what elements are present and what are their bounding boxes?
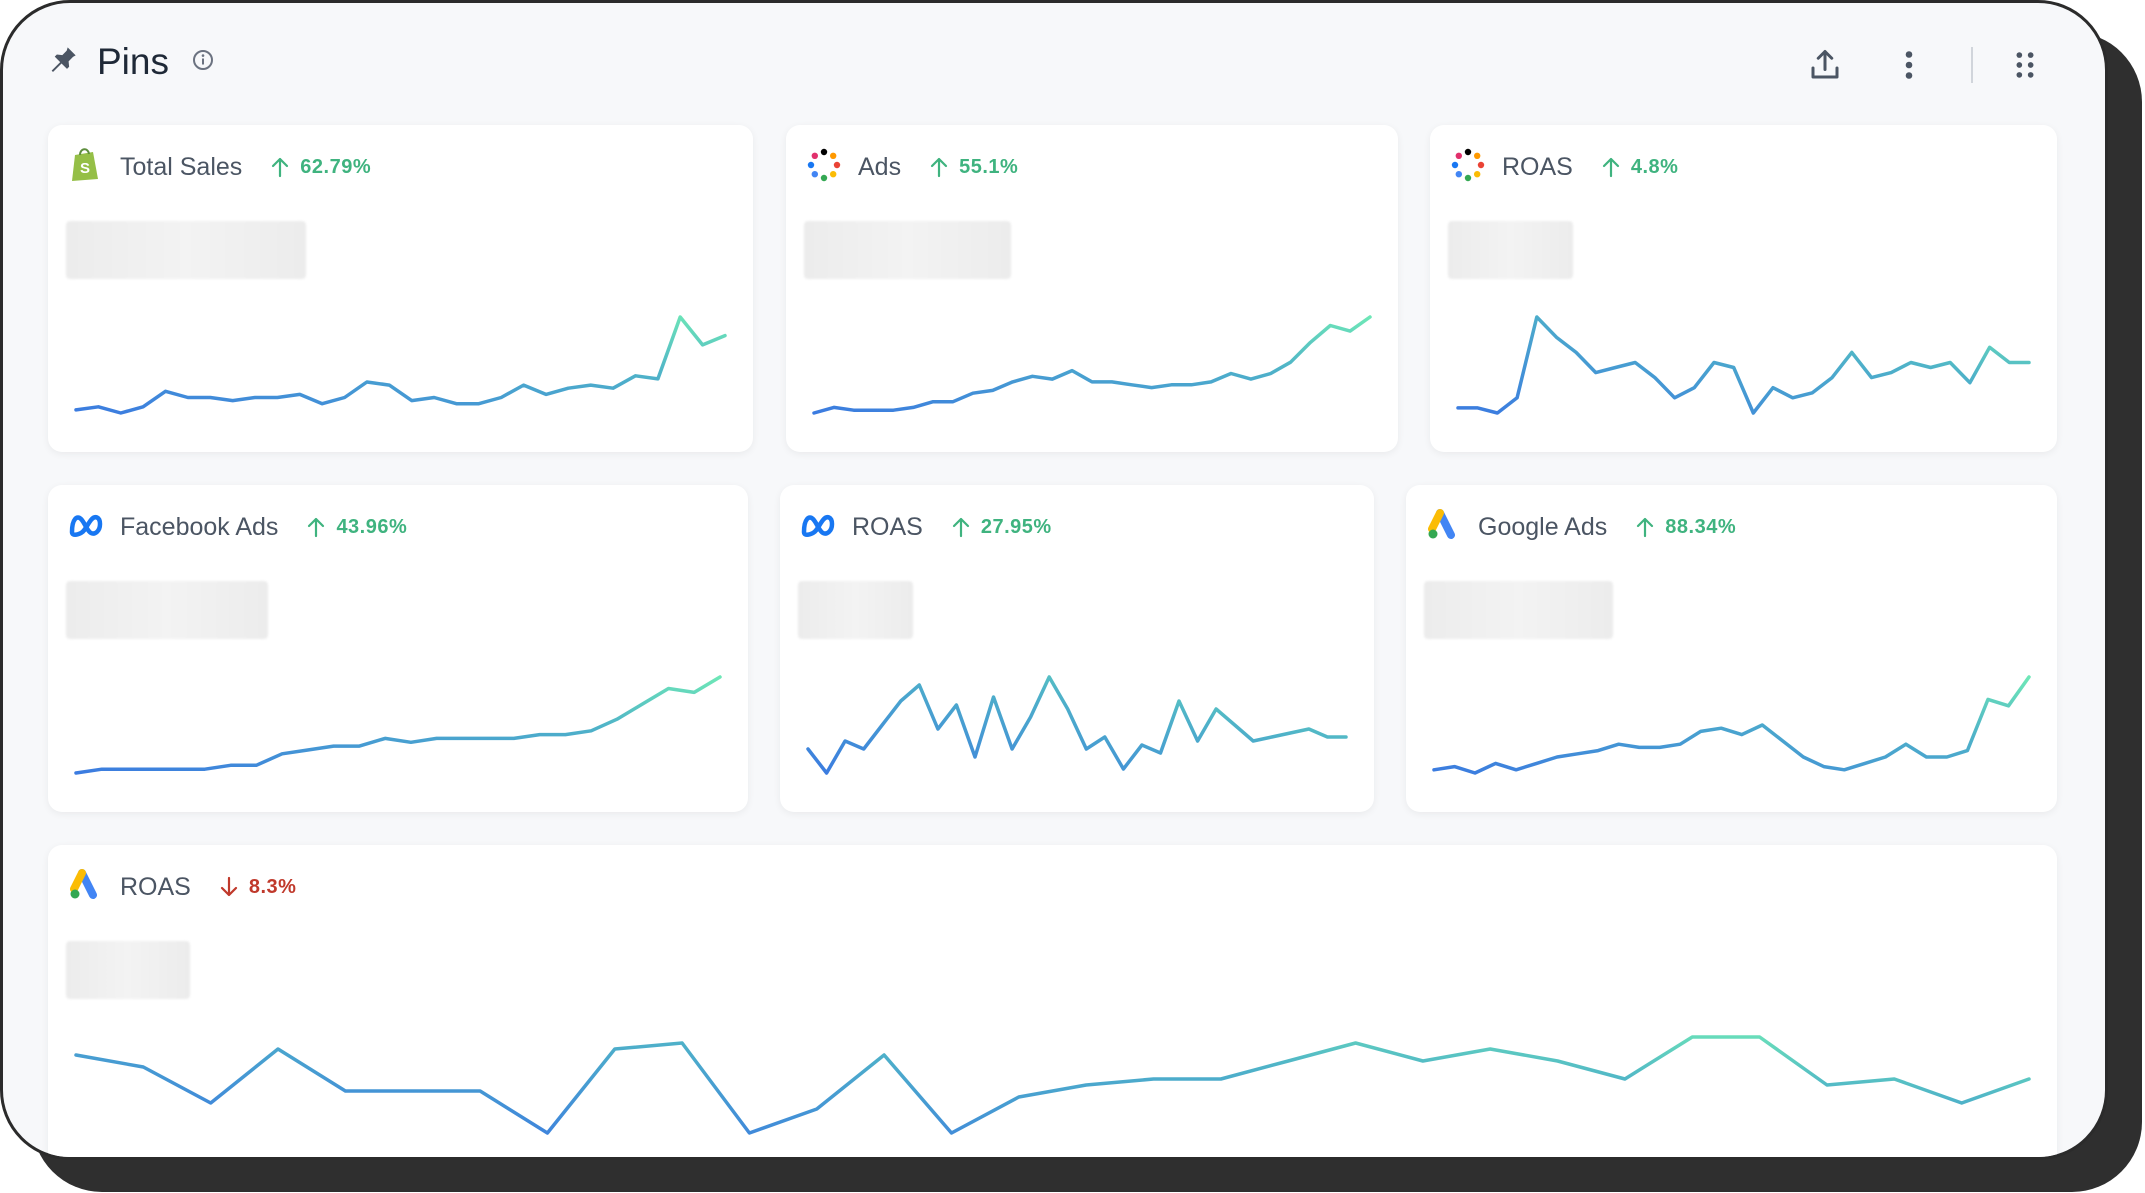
- sparkline-chart: [812, 315, 1372, 415]
- change-badge: 62.79%: [270, 156, 371, 179]
- metric-card[interactable]: S Total Sales 62.79%: [48, 125, 753, 452]
- series-line: [74, 315, 727, 415]
- more-vertical-icon: [1905, 51, 1913, 79]
- dots-icon: [804, 145, 844, 190]
- card-title: Facebook Ads: [120, 512, 279, 541]
- export-button[interactable]: [1803, 43, 1847, 87]
- sparkline-chart: [74, 1035, 2031, 1135]
- google-ads-icon: [1424, 505, 1464, 550]
- arrow-up-icon: [308, 517, 325, 538]
- card-header: Google Ads 88.34%: [1424, 505, 1736, 549]
- series-line: [1432, 675, 2031, 775]
- card-header: ROAS 8.3%: [66, 865, 296, 909]
- change-badge: 88.34%: [1635, 516, 1736, 539]
- arrow-down-icon: [220, 876, 237, 897]
- card-header: Ads 55.1%: [804, 145, 1018, 189]
- change-badge: 43.96%: [306, 516, 407, 539]
- value-placeholder: [1424, 581, 1613, 639]
- pin-icon: [47, 44, 79, 81]
- card-title: Google Ads: [1478, 512, 1608, 541]
- sparkline-chart: [806, 675, 1348, 775]
- dots-icon: [1448, 145, 1488, 190]
- card-header: Facebook Ads 43.96%: [66, 505, 407, 549]
- header-actions: [1803, 43, 2047, 87]
- arrow-up-icon: [272, 157, 289, 178]
- arrow-up-icon: [1637, 517, 1654, 538]
- meta-icon: [66, 505, 106, 550]
- sparkline-chart: [74, 675, 722, 775]
- series-line: [1456, 315, 2031, 415]
- change-value: 62.79%: [300, 155, 372, 178]
- card-title: ROAS: [120, 872, 191, 901]
- google-ads-icon: [66, 865, 106, 910]
- value-placeholder: [66, 581, 268, 639]
- shopify-icon: S: [66, 145, 106, 190]
- value-placeholder: [798, 581, 913, 639]
- metric-card[interactable]: Google Ads 88.34%: [1406, 485, 2057, 812]
- title-group: Pins: [47, 41, 215, 83]
- change-badge: 8.3%: [219, 876, 297, 899]
- value-placeholder: [66, 941, 190, 999]
- change-value: 55.1%: [959, 155, 1019, 178]
- metric-card[interactable]: Ads 55.1%: [786, 125, 1398, 452]
- change-value: 4.8%: [1630, 155, 1679, 178]
- info-icon[interactable]: [191, 48, 215, 77]
- sparkline-chart: [1432, 675, 2031, 775]
- change-badge: 4.8%: [1601, 156, 1679, 179]
- card-title: Ads: [858, 152, 902, 181]
- series-line: [74, 675, 722, 775]
- sparkline-chart: [1456, 315, 2031, 415]
- card-header: ROAS 4.8%: [1448, 145, 1678, 189]
- value-placeholder: [804, 221, 1011, 279]
- series-line: [74, 1035, 2031, 1135]
- metric-card[interactable]: ROAS 27.95%: [780, 485, 1374, 812]
- change-value: 8.3%: [248, 875, 297, 898]
- change-value: 88.34%: [1665, 515, 1737, 538]
- metric-card[interactable]: ROAS 8.3%: [48, 845, 2057, 1157]
- series-line: [812, 315, 1372, 415]
- arrow-up-icon: [952, 517, 969, 538]
- metric-card[interactable]: Facebook Ads 43.96%: [48, 485, 748, 812]
- change-badge: 55.1%: [929, 156, 1018, 179]
- card-title: ROAS: [1502, 152, 1573, 181]
- change-badge: 27.95%: [951, 516, 1052, 539]
- card-header: ROAS 27.95%: [798, 505, 1052, 549]
- grid-icon: [2016, 52, 2034, 78]
- grid-button[interactable]: [2003, 43, 2047, 87]
- panel-header: Pins: [3, 3, 2105, 123]
- arrow-up-icon: [1602, 157, 1619, 178]
- card-title: ROAS: [852, 512, 923, 541]
- pins-panel: Pins S Total Sales 62.79% Ads 55.1% ROAS 4.8: [0, 0, 2108, 1160]
- change-value: 43.96%: [336, 515, 408, 538]
- series-line: [806, 675, 1348, 775]
- value-placeholder: [1448, 221, 1573, 279]
- value-placeholder: [66, 221, 306, 279]
- meta-icon: [798, 505, 838, 550]
- card-title: Total Sales: [120, 152, 243, 181]
- metric-card[interactable]: ROAS 4.8%: [1430, 125, 2057, 452]
- change-value: 27.95%: [980, 515, 1052, 538]
- arrow-up-icon: [930, 157, 948, 178]
- more-button[interactable]: [1887, 43, 1931, 87]
- header-divider: [1971, 47, 1973, 83]
- page-title: Pins: [97, 41, 169, 82]
- export-icon: [1811, 50, 1839, 79]
- svg-text:S: S: [80, 160, 90, 177]
- card-header: S Total Sales 62.79%: [66, 145, 371, 189]
- sparkline-chart: [74, 315, 727, 415]
